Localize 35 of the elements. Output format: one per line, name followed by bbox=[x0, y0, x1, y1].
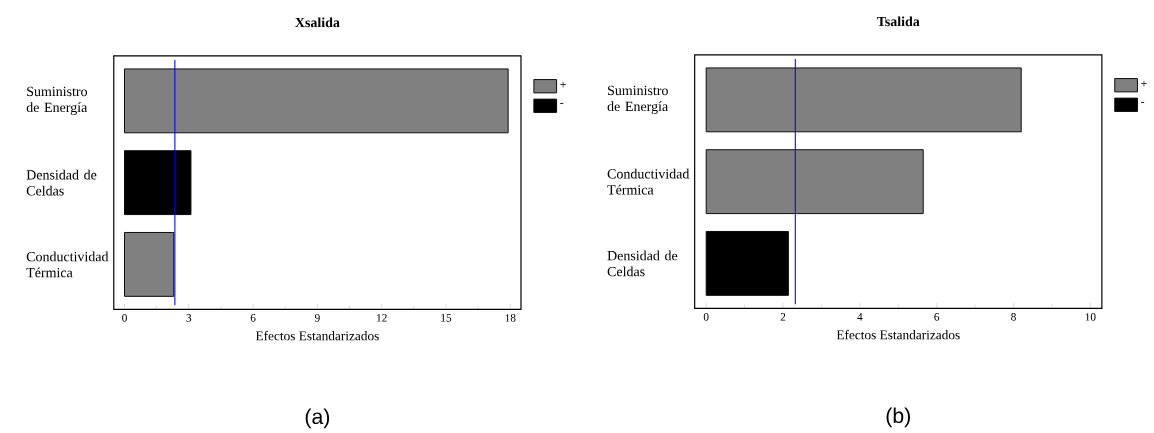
x-axis-title: Efectos Estandarizados bbox=[836, 329, 960, 340]
x-tick-label: 6 bbox=[250, 314, 256, 322]
x-tick-label: 10 bbox=[1085, 313, 1096, 321]
x-tick-label: 0 bbox=[703, 313, 709, 321]
text: (a) bbox=[305, 408, 330, 429]
x-tick-label: 0 bbox=[122, 314, 127, 322]
bar bbox=[705, 149, 924, 215]
bar bbox=[124, 68, 509, 134]
y-tick-label: Suministro de Energía bbox=[607, 85, 668, 115]
legend-label: + bbox=[560, 81, 566, 88]
chart-title: Xsalida bbox=[295, 17, 340, 28]
x-tick-label: 8 bbox=[1011, 313, 1016, 321]
x-tick-label: 2 bbox=[780, 313, 786, 321]
text: (b) bbox=[886, 407, 910, 428]
x-tick-label: 12 bbox=[377, 314, 387, 322]
legend-label: - bbox=[560, 103, 564, 105]
y-tick-label: Suministro de Energía bbox=[26, 86, 88, 116]
chart-title: Tsalida bbox=[876, 16, 920, 27]
x-tick-label: 15 bbox=[441, 314, 452, 322]
x-tick-label: 6 bbox=[934, 313, 940, 321]
y-tick-label: Densidad de Celdas bbox=[26, 169, 97, 196]
y-tick-label: Conductividad Térmica bbox=[607, 168, 690, 195]
x-axis-title: Efectos Estandarizados bbox=[255, 330, 379, 341]
bar bbox=[124, 150, 192, 216]
legend-label: - bbox=[1141, 102, 1145, 104]
y-tick-label: Conductividad Térmica bbox=[26, 251, 109, 278]
bar bbox=[124, 232, 175, 297]
x-tick-label: 3 bbox=[186, 314, 192, 322]
legend-label: + bbox=[1141, 80, 1147, 87]
x-tick-label: 9 bbox=[314, 314, 320, 322]
bar bbox=[705, 67, 1022, 133]
x-tick-label: 18 bbox=[505, 314, 516, 322]
x-tick-label: 4 bbox=[857, 313, 863, 321]
bar bbox=[705, 231, 789, 296]
y-tick-label: Densidad de Celdas bbox=[607, 250, 678, 277]
